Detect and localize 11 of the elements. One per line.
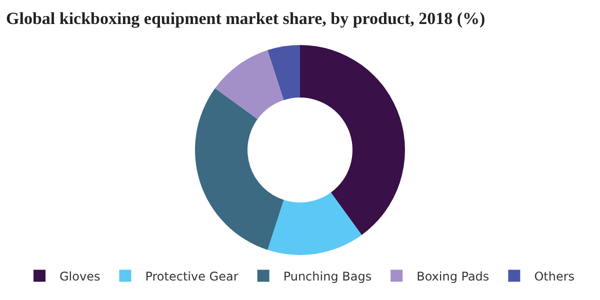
legend-label: Punching Bags xyxy=(283,269,372,284)
chart-title: Global kickboxing equipment market share, by product, 2018 (%) xyxy=(6,8,486,28)
donut-slice xyxy=(195,88,284,250)
donut-slice xyxy=(215,50,284,120)
donut-slice xyxy=(268,45,300,100)
legend-label: Gloves xyxy=(60,269,100,284)
legend-label: Others xyxy=(534,269,575,284)
donut-slice xyxy=(268,192,362,255)
legend-label: Protective Gear xyxy=(145,269,238,284)
legend-label: Boxing Pads xyxy=(416,269,490,284)
donut-slice xyxy=(300,45,405,235)
